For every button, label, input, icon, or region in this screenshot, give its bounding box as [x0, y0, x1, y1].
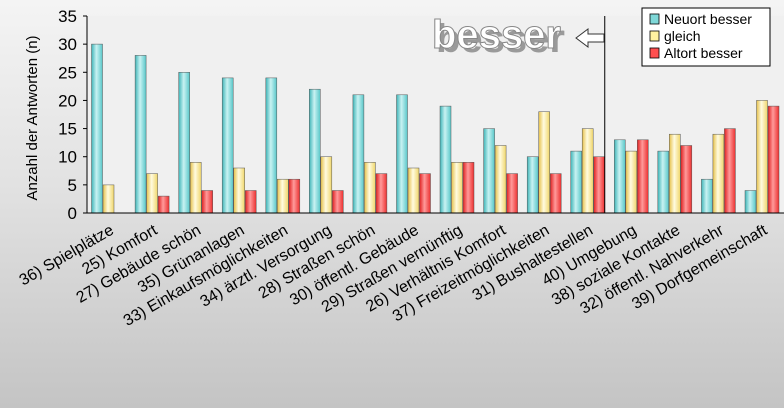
bar-altort-14 [724, 128, 736, 214]
bar-altort-4 [288, 178, 301, 214]
bar-gleich-0 [102, 184, 115, 214]
bar-altort-13 [680, 145, 693, 214]
bar-altort-10 [549, 173, 562, 214]
axes [86, 16, 784, 214]
bar-neuort-5 [309, 88, 321, 214]
bar-gleich-9 [494, 145, 507, 214]
bar-neuort-15 [744, 190, 757, 214]
bar-gleich-4 [277, 178, 289, 214]
y-tick-label: 15 [58, 120, 77, 139]
bar-neuort-10 [526, 156, 539, 214]
y-tick-label: 35 [58, 7, 77, 26]
y-tick-label: 25 [58, 63, 77, 82]
bar-gleich-11 [581, 128, 594, 214]
bar-gleich-13 [669, 133, 681, 214]
bar-neuort-6 [352, 94, 365, 214]
bar-neuort-14 [701, 178, 713, 214]
y-tick-label: 0 [68, 204, 77, 223]
bar-gleich-15 [756, 100, 768, 214]
legend-swatch [649, 47, 660, 59]
bar-altort-8 [462, 162, 475, 214]
left-arrow-icon [575, 28, 605, 48]
bar-altort-5 [332, 190, 344, 214]
bar-altort-3 [244, 190, 257, 214]
y-ticks: 0 5 10 15 20 25 30 35 [58, 7, 87, 223]
bar-gleich-14 [712, 133, 725, 214]
bar-gleich-6 [364, 162, 376, 214]
y-axis-label: Anzahl der Antworten (n) [24, 35, 41, 200]
legend-label: gleich [664, 28, 701, 44]
bar-altort-2 [201, 190, 213, 214]
bar-gleich-3 [233, 167, 245, 214]
bar-neuort-7 [396, 94, 408, 214]
bar-gleich-2 [189, 162, 202, 214]
bar-altort-7 [419, 173, 431, 214]
bar-neuort-3 [221, 77, 234, 214]
bar-neuort-9 [483, 128, 495, 214]
bar-gleich-12 [625, 150, 638, 214]
y-tick-label: 5 [68, 176, 77, 195]
bar-neuort-2 [178, 72, 190, 214]
bar-altort-6 [375, 173, 388, 214]
legend-box [641, 7, 771, 67]
annotation: besser besser [432, 13, 605, 61]
y-tick-label: 10 [58, 148, 77, 167]
bar-gleich-5 [320, 156, 333, 214]
legend-swatch [649, 30, 660, 42]
bar-neuort-12 [614, 139, 626, 214]
y-tick-label: 20 [58, 91, 77, 110]
bar-neuort-1 [134, 55, 147, 214]
bar-altort-15 [767, 105, 780, 214]
bar-altort-9 [506, 173, 518, 214]
bar-gleich-10 [538, 111, 550, 214]
bars [91, 43, 780, 214]
legend-label: Altort besser [664, 45, 743, 61]
bar-neuort-11 [570, 150, 582, 214]
legend-label: Neuort besser [664, 11, 752, 27]
legend-swatch [649, 13, 660, 25]
bar-gleich-8 [451, 162, 463, 214]
bar-neuort-8 [439, 105, 452, 214]
bar-neuort-4 [265, 77, 278, 214]
y-tick-label: 30 [58, 35, 77, 54]
bar-altort-11 [593, 156, 605, 214]
bar-gleich-1 [146, 173, 158, 214]
annotation-text: besser [432, 13, 561, 57]
bar-neuort-0 [91, 43, 103, 214]
bar-gleich-7 [407, 167, 420, 214]
bar-altort-12 [637, 139, 649, 214]
bar-neuort-13 [657, 150, 670, 214]
bar-altort-1 [157, 195, 170, 214]
annotation-shadow: besser [436, 17, 565, 61]
